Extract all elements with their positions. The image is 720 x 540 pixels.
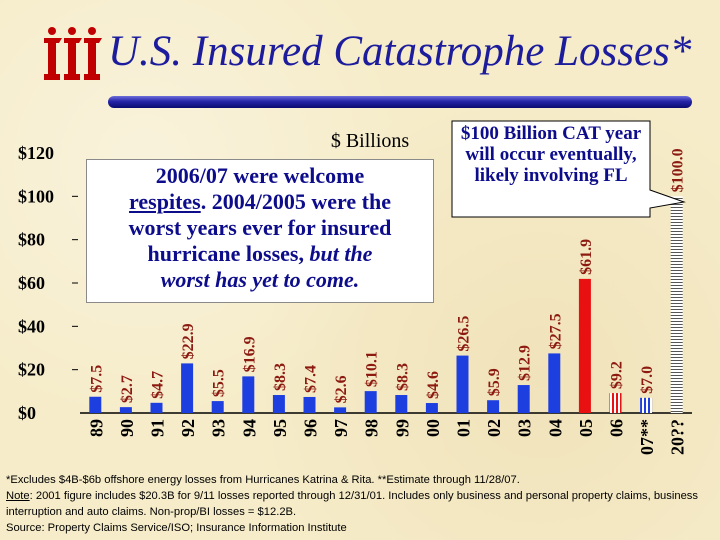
footnote-line-1: *Excludes $4B-$6b offshore energy losses… [6, 474, 520, 486]
y-axis-title: $ Billions [331, 130, 410, 152]
callout-text: $100 Billion CAT year will occur eventua… [460, 123, 642, 186]
data-label: $7.5 [88, 365, 105, 393]
bar-92 [181, 363, 194, 413]
x-tick-label: 03 [515, 419, 535, 437]
y-tick-label: $100 [18, 186, 54, 206]
x-tick-label: 01 [454, 419, 474, 437]
footnote-source: Source: Property Claims Service/ISO; Ins… [6, 522, 347, 534]
annotation-line-5: worst has yet to come. [160, 267, 360, 292]
data-label: $8.3 [272, 363, 289, 391]
y-tick-label: $60 [18, 273, 45, 293]
x-tick-label: 93 [209, 419, 229, 437]
bar-04 [548, 353, 561, 413]
bar-98 [364, 391, 377, 413]
data-label: $2.7 [119, 375, 136, 403]
data-label: $9.2 [609, 361, 626, 389]
data-label: $12.9 [517, 345, 534, 381]
data-label: $5.9 [486, 368, 503, 396]
bar-91 [150, 402, 163, 413]
x-tick-label: 96 [301, 419, 321, 437]
x-tick-label: 05 [576, 419, 596, 437]
data-label: $100.0 [670, 148, 687, 192]
y-tick-label: $40 [18, 316, 45, 336]
bar-99 [395, 395, 408, 413]
bar-06 [609, 393, 622, 413]
x-tick-label: 90 [117, 419, 137, 437]
data-label: $2.6 [333, 375, 350, 403]
footnote: *Excludes $4B-$6b offshore energy losses… [6, 472, 718, 536]
data-label: $7.0 [639, 366, 656, 394]
bar-03 [517, 385, 530, 413]
bar-01 [456, 355, 469, 413]
x-tick-label: 06 [607, 419, 627, 437]
bar-20xx [670, 196, 683, 413]
bar-00 [425, 403, 438, 413]
title-underline [108, 96, 692, 108]
data-label: $16.9 [241, 336, 258, 372]
data-label: $4.6 [425, 371, 442, 399]
x-tick-label: 99 [392, 419, 412, 437]
bar-93 [211, 401, 224, 413]
y-tick-label: $0 [18, 403, 36, 423]
x-tick-label: 94 [239, 419, 259, 437]
y-tick-label: $120 [18, 143, 54, 163]
y-tick-label: $20 [18, 360, 45, 380]
data-label: $5.5 [211, 369, 228, 397]
data-label: $4.7 [150, 371, 167, 399]
bar-94 [242, 376, 255, 413]
x-tick-label: 02 [484, 419, 504, 437]
data-label: $7.4 [303, 365, 320, 393]
data-label: $10.1 [364, 351, 381, 387]
y-tick-label: $80 [18, 230, 45, 250]
annotation-line-2: respites. 2004/2005 were the [129, 189, 391, 214]
annotation-line-4: hurricane losses, but the [147, 241, 373, 266]
x-tick-label: 97 [331, 419, 351, 437]
x-tick-label: 07** [637, 419, 657, 455]
x-tick-label: 04 [545, 419, 565, 437]
x-tick-label: 98 [362, 419, 382, 437]
bar-chart: $0 $20 $40 $60 $80 $100 $120 $7.5 $2.7 $4.7 $22.9… [18, 130, 692, 455]
bar-97 [334, 407, 347, 413]
data-label: $27.5 [547, 313, 564, 349]
x-tick-label: 95 [270, 419, 290, 437]
x-tick-label: 91 [148, 419, 168, 437]
annotation-respites: respites [129, 189, 201, 214]
bar-95 [272, 395, 285, 413]
x-tick-label: 89 [86, 419, 106, 437]
footnote-line-2: Note: 2001 figure includes $20.3B for 9/… [6, 490, 698, 518]
bar-02 [487, 400, 500, 413]
bar-05 [578, 278, 591, 413]
bar-89 [89, 396, 102, 413]
annotation-line-3: worst years ever for insured [128, 215, 392, 240]
data-label: $26.5 [456, 316, 473, 352]
annotation-box: 2006/07 were welcome respites. 2004/2005… [86, 159, 434, 303]
x-tick-label: 00 [423, 419, 443, 437]
data-label: $61.9 [578, 239, 595, 275]
annotation-line-1: 2006/07 were welcome [155, 163, 365, 188]
data-label: $8.3 [394, 363, 411, 391]
page-title: U.S. Insured Catastrophe Losses* [108, 28, 692, 75]
iii-logo [44, 27, 102, 80]
x-tick-label: 20?? [668, 419, 688, 455]
bar-07xx [640, 397, 653, 413]
data-label: $22.9 [180, 323, 197, 359]
x-tick-label: 92 [178, 419, 198, 437]
bar-90 [119, 407, 132, 413]
bar-96 [303, 396, 316, 413]
